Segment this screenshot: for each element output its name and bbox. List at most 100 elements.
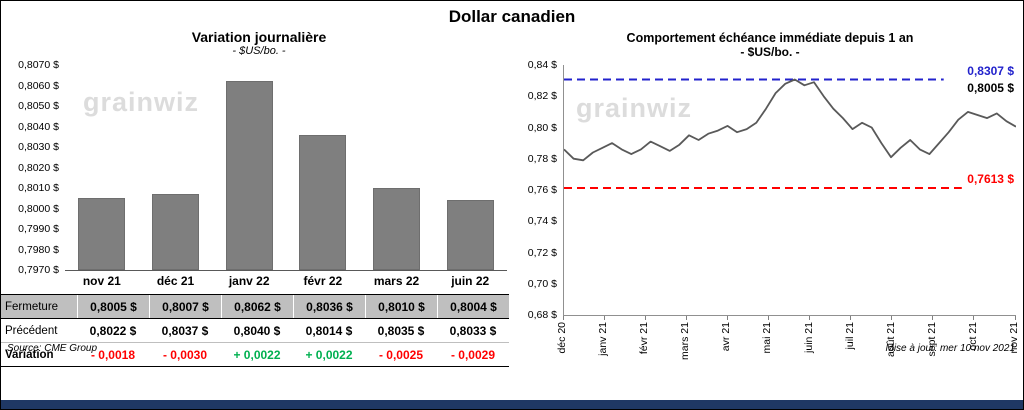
- line-chart-y-axis: 0,84 $ 0,82 $ 0,80 $ 0,78 $ 0,76 $ 0,74 $ 0,72…: [517, 59, 563, 321]
- bar-chart-plot: grainwiz: [65, 65, 507, 271]
- line-y-tick-label: 0,78 $: [527, 152, 557, 165]
- values-table: Fermeture 0,8005 $0,8007 $0,8062 $0,8036 …: [1, 294, 509, 367]
- daily-variation-panel: Variation journalière - $US/bo. - 0,8070…: [1, 27, 517, 367]
- bar-chart-title: Variation journalière: [191, 29, 327, 45]
- bar-column: [433, 65, 507, 270]
- page-title: Dollar canadien: [448, 7, 576, 26]
- table-cell: - 0,0029: [450, 347, 496, 362]
- bottom-bar: [1, 400, 1023, 409]
- bar-y-tick-label: 0,7970 $: [18, 264, 59, 276]
- line-chart-plot: grainwiz 0,8307 $ 0,8005 $ 0,7613 $: [563, 63, 1016, 316]
- table-row-label: Fermeture: [5, 300, 59, 313]
- bar-chart-y-axis: 0,8070 $ 0,8060 $ 0,8050 $ 0,8040 $ 0,8030 $…: [9, 59, 65, 276]
- table-cell: 0,8022 $: [89, 323, 137, 338]
- table-row-label: Précédent: [5, 324, 58, 337]
- x-axis-tick: [603, 316, 605, 320]
- line-x-tick-label: févr 21: [638, 322, 651, 355]
- bar-category-label: nov 21: [82, 274, 121, 288]
- table-cell: 0,8014 $: [305, 323, 353, 338]
- bar-column: [65, 65, 139, 270]
- line-chart-title: Comportement échéance immédiate depuis 1…: [626, 31, 914, 45]
- line-chart-x-axis: déc 20 janv 21 févr 21 mars 21 avr 21 mai 21 j…: [556, 316, 1020, 364]
- line-y-tick-label: 0,68 $: [527, 309, 557, 321]
- bar-y-tick-label: 0,8000 $: [18, 202, 59, 215]
- table-cell: - 0,0018: [90, 347, 136, 362]
- bar-y-tick-label: 0,8030 $: [18, 141, 59, 153]
- bar-y-tick-label: 0,7990 $: [18, 223, 59, 235]
- line-x-tick-label: janv 21: [597, 322, 610, 356]
- line-x-tick-label: mars 21: [679, 322, 692, 360]
- bar: [299, 134, 347, 270]
- bar-y-tick-label: 0,8010 $: [18, 182, 59, 194]
- line-x-tick-label: mai 21: [761, 322, 774, 354]
- price-annotation: 0,7613 $: [967, 171, 1014, 186]
- table-cell: - 0,0030: [162, 347, 208, 362]
- bar-chart-subtitle: - $US/bo. -: [232, 45, 286, 57]
- x-axis-tick: [767, 316, 769, 320]
- grainwiz-watermark: grainwiz: [576, 93, 693, 123]
- table-cell: - 0,0025: [378, 347, 424, 362]
- bar-category-label: févr 22: [303, 274, 343, 288]
- bar: [78, 198, 126, 270]
- x-axis-tick: [726, 316, 728, 320]
- line-y-tick-label: 0,82 $: [527, 90, 557, 103]
- line-x-tick-label: avr 21: [720, 322, 733, 352]
- table-cell: 0,8035 $: [377, 323, 425, 338]
- x-axis-tick: [644, 316, 646, 320]
- x-axis-tick: [932, 316, 934, 320]
- table-cell: 0,8036 $: [293, 295, 365, 318]
- bar-category-label: mars 22: [373, 274, 420, 288]
- bar-column: [139, 65, 213, 270]
- table-cell: 0,8007 $: [149, 295, 221, 318]
- table-row-label: Variation: [5, 348, 54, 361]
- table-row: Variation - 0,0018 - 0,0030 + 0,0022 + 0,002…: [1, 343, 509, 367]
- line-x-tick-label: juil 21: [843, 322, 856, 350]
- bar-chart: 0,8070 $ 0,8060 $ 0,8050 $ 0,8040 $ 0,8030 $…: [9, 59, 517, 276]
- table-cell: 0,8033 $: [449, 323, 497, 338]
- line-y-tick-label: 0,70 $: [527, 277, 557, 290]
- bar-column: [212, 65, 286, 270]
- bar-chart-x-axis: nov 21 déc 21 janv 22 févr 22 mars 22 juin 22: [65, 271, 507, 290]
- price-annotation: 0,8005 $: [967, 80, 1014, 95]
- x-axis-tick: [685, 316, 687, 320]
- grainwiz-watermark: grainwiz: [83, 87, 200, 117]
- price-annotation: 0,8307 $: [967, 63, 1014, 78]
- bar: [372, 188, 421, 270]
- price-series: [564, 78, 1016, 189]
- update-note: Mise à jour: mer 10 nov 2021: [885, 343, 1015, 354]
- line-y-tick-label: 0,76 $: [527, 184, 557, 196]
- table-cell: 0,8062 $: [221, 295, 293, 318]
- x-axis-tick: [562, 316, 564, 320]
- bar-category-label: janv 22: [228, 274, 270, 288]
- line-y-tick-label: 0,84 $: [527, 59, 557, 71]
- line-chart-subtitle: - $US/bo. -: [740, 45, 800, 59]
- table-row: Fermeture 0,8005 $0,8007 $0,8062 $0,8036 …: [1, 295, 509, 319]
- table-cell: 0,8010 $: [365, 295, 437, 318]
- one-year-behavior-panel: Comportement échéance immédiate depuis 1…: [517, 27, 1023, 367]
- x-axis-tick: [850, 316, 852, 320]
- bar-column: [360, 65, 434, 270]
- bar-y-tick-label: 0,8060 $: [18, 79, 59, 92]
- table-cell: + 0,0022: [305, 347, 353, 362]
- line-y-tick-label: 0,80 $: [527, 121, 557, 134]
- line-y-tick-label: 0,72 $: [527, 246, 557, 259]
- line-y-tick-label: 0,74 $: [527, 215, 557, 228]
- table-cell: 0,8005 $: [77, 295, 149, 318]
- line-chart: 0,84 $ 0,82 $ 0,80 $ 0,78 $ 0,76 $ 0,74 $ 0,72…: [517, 59, 1023, 321]
- x-axis-tick: [809, 316, 811, 320]
- bar-category-label: déc 21: [156, 274, 195, 288]
- x-axis-tick: [973, 316, 975, 320]
- price-line: [564, 78, 1016, 162]
- x-axis-tick: [1014, 316, 1016, 320]
- bar-y-tick-label: 0,8050 $: [18, 100, 59, 112]
- bar-y-tick-label: 0,8020 $: [18, 161, 59, 174]
- bar-y-tick-label: 0,8040 $: [18, 120, 59, 133]
- bar: [151, 194, 200, 270]
- line-x-tick-label: déc 20: [556, 322, 568, 354]
- bar-column: [286, 65, 360, 270]
- bar: [446, 200, 494, 270]
- bar: [225, 81, 273, 270]
- table-cell: 0,8040 $: [233, 323, 281, 338]
- table-row: Précédent 0,8022 $ 0,8037 $ 0,8040 $ 0,8014 …: [1, 319, 509, 343]
